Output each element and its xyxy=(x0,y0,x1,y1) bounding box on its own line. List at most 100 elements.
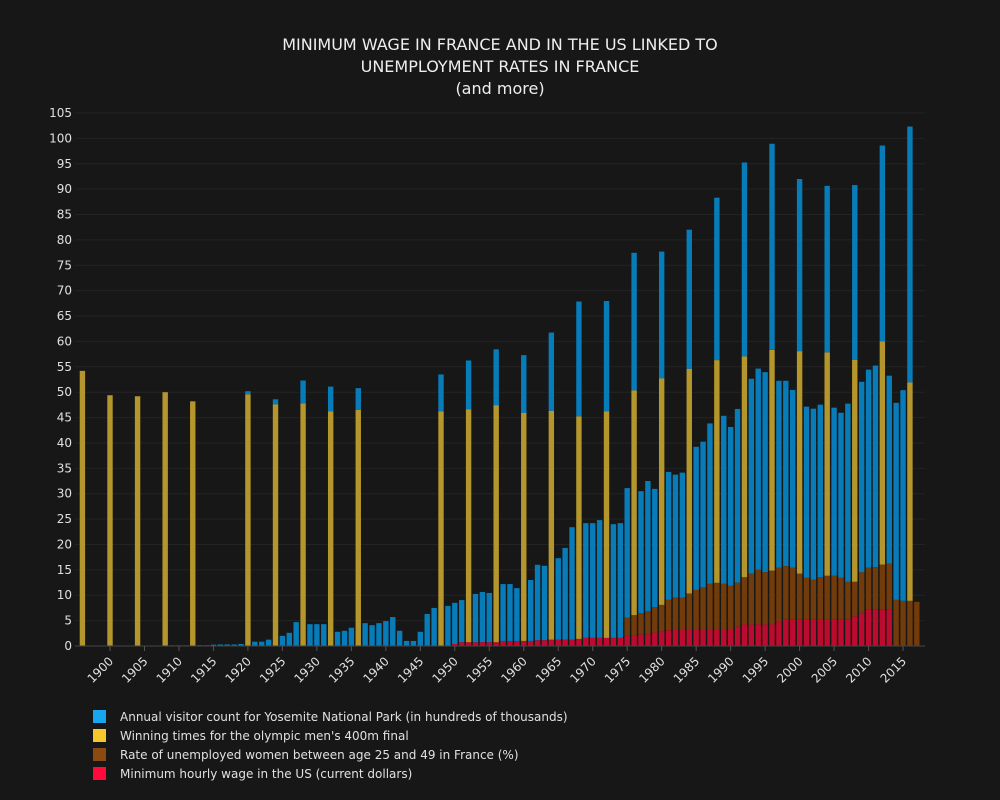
bar-segment-yosemite-1938[interactable] xyxy=(369,625,375,646)
bar-segment-wage-1978[interactable] xyxy=(645,634,651,646)
bar-segment-wage-2010[interactable] xyxy=(865,609,872,646)
bar-segment-unemployment-2016[interactable] xyxy=(907,600,913,646)
bar-segment-wage-1951[interactable] xyxy=(458,642,465,646)
bar-segment-yosemite-1919[interactable] xyxy=(238,643,244,646)
bar-segment-wage-1983[interactable] xyxy=(679,628,686,646)
bar-segment-yosemite-2014[interactable] xyxy=(893,402,899,600)
bar-segment-unemployment-2006[interactable] xyxy=(838,577,844,620)
bar-segment-yosemite-1953[interactable] xyxy=(472,593,479,643)
bar-segment-unemployment-2015[interactable] xyxy=(900,600,906,646)
bar-segment-wage-1968[interactable] xyxy=(576,638,582,646)
bar-segment-yosemite-1921[interactable] xyxy=(252,641,258,646)
bar-segment-yosemite-2015[interactable] xyxy=(900,390,906,601)
bar-segment-unemployment-1997[interactable] xyxy=(776,567,782,622)
bar-segment-yosemite-1988[interactable] xyxy=(714,197,720,361)
bar-segment-wage-1984[interactable] xyxy=(686,628,692,646)
bar-segment-wage-1952[interactable] xyxy=(465,642,472,646)
bar-segment-olympic-1948[interactable] xyxy=(438,411,444,646)
bar-segment-yosemite-1933[interactable] xyxy=(334,631,341,646)
bar-segment-yosemite-1986[interactable] xyxy=(700,441,706,588)
bar-segment-yosemite-1956[interactable] xyxy=(493,349,499,406)
bar-segment-wage-2001[interactable] xyxy=(803,619,810,646)
bar-segment-yosemite-1943[interactable] xyxy=(403,640,410,646)
bar-segment-yosemite-1972[interactable] xyxy=(603,301,610,412)
bar-segment-olympic-1996[interactable] xyxy=(769,349,775,571)
bar-segment-unemployment-1984[interactable] xyxy=(686,593,692,629)
bar-segment-yosemite-1958[interactable] xyxy=(507,584,513,641)
bar-segment-unemployment-2017[interactable] xyxy=(914,601,920,646)
bar-segment-olympic-1936[interactable] xyxy=(355,409,361,646)
bar-segment-olympic-2000[interactable] xyxy=(796,351,803,574)
bar-segment-yosemite-1939[interactable] xyxy=(376,623,382,646)
bar-segment-unemployment-2008[interactable] xyxy=(852,581,858,617)
bar-segment-wage-2005[interactable] xyxy=(831,619,837,646)
bar-segment-wage-1970[interactable] xyxy=(590,637,596,646)
bar-segment-yosemite-1959[interactable] xyxy=(514,588,520,641)
bar-segment-unemployment-1977[interactable] xyxy=(638,613,644,635)
bar-segment-yosemite-1962[interactable] xyxy=(534,564,541,641)
bar-segment-unemployment-1978[interactable] xyxy=(645,610,651,635)
bar-segment-wage-1955[interactable] xyxy=(486,642,492,646)
bar-segment-wage-1989[interactable] xyxy=(721,628,727,646)
bar-segment-yosemite-1941[interactable] xyxy=(390,617,396,646)
bar-segment-yosemite-2013[interactable] xyxy=(886,375,892,564)
bar-segment-unemployment-1995[interactable] xyxy=(762,572,768,625)
bar-segment-wage-1993[interactable] xyxy=(748,624,755,646)
legend-item-yosemite[interactable]: Annual visitor count for Yosemite Nation… xyxy=(93,707,568,726)
bar-segment-unemployment-2009[interactable] xyxy=(858,572,865,613)
bar-segment-yosemite-1979[interactable] xyxy=(652,488,658,608)
bar-segment-yosemite-1957[interactable] xyxy=(500,584,506,641)
bar-segment-wage-1966[interactable] xyxy=(562,639,568,646)
bar-segment-wage-2004[interactable] xyxy=(824,619,830,646)
bar-segment-yosemite-1922[interactable] xyxy=(259,641,265,646)
bar-segment-unemployment-2002[interactable] xyxy=(810,579,817,620)
bar-segment-unemployment-1979[interactable] xyxy=(652,607,658,633)
bar-segment-unemployment-2007[interactable] xyxy=(845,581,851,620)
bar-segment-olympic-1972[interactable] xyxy=(603,411,610,638)
bar-segment-yosemite-2001[interactable] xyxy=(803,406,810,578)
bar-segment-yosemite-1954[interactable] xyxy=(479,591,486,643)
bar-segment-yosemite-1984[interactable] xyxy=(686,229,692,369)
bar-segment-unemployment-2014[interactable] xyxy=(893,599,899,646)
bar-segment-wage-1982[interactable] xyxy=(672,628,679,646)
bar-segment-unemployment-2005[interactable] xyxy=(831,575,837,620)
bar-segment-unemployment-1980[interactable] xyxy=(658,604,665,632)
bar-segment-yosemite-1983[interactable] xyxy=(679,472,686,598)
bar-segment-unemployment-2004[interactable] xyxy=(824,575,830,620)
bar-segment-olympic-1988[interactable] xyxy=(714,360,720,583)
bar-segment-olympic-1980[interactable] xyxy=(658,378,665,605)
bar-segment-olympic-1968[interactable] xyxy=(576,416,582,639)
bar-segment-olympic-1920[interactable] xyxy=(245,394,251,646)
legend-item-olympic[interactable]: Winning times for the olympic men's 400m… xyxy=(93,726,568,745)
bar-segment-unemployment-1990[interactable] xyxy=(727,585,734,629)
bar-segment-olympic-1900[interactable] xyxy=(107,395,113,646)
bar-segment-yosemite-1930[interactable] xyxy=(314,624,320,646)
bar-segment-yosemite-1942[interactable] xyxy=(396,630,403,646)
bar-segment-yosemite-1936[interactable] xyxy=(355,388,361,410)
bar-segment-yosemite-1924[interactable] xyxy=(272,399,279,405)
bar-segment-unemployment-1983[interactable] xyxy=(679,597,686,629)
bar-segment-wage-2006[interactable] xyxy=(838,619,844,646)
bar-segment-unemployment-1981[interactable] xyxy=(665,599,672,631)
bar-segment-olympic-1964[interactable] xyxy=(548,410,555,640)
bar-segment-yosemite-1952[interactable] xyxy=(465,360,472,410)
bar-segment-wage-2012[interactable] xyxy=(879,609,886,646)
bar-segment-yosemite-1977[interactable] xyxy=(638,491,644,614)
bar-segment-wage-1994[interactable] xyxy=(755,624,761,646)
bar-segment-yosemite-1989[interactable] xyxy=(721,415,727,584)
bar-segment-yosemite-1915[interactable] xyxy=(210,644,217,646)
bar-segment-wage-2003[interactable] xyxy=(817,619,823,646)
bar-segment-yosemite-2000[interactable] xyxy=(796,179,803,352)
bar-segment-wage-1987[interactable] xyxy=(707,628,713,646)
bar-segment-wage-1976[interactable] xyxy=(631,635,637,646)
bar-segment-olympic-1992[interactable] xyxy=(741,356,748,578)
bar-segment-olympic-1984[interactable] xyxy=(686,368,692,594)
bar-segment-yosemite-1973[interactable] xyxy=(610,524,617,638)
bar-segment-yosemite-2011[interactable] xyxy=(872,365,879,568)
bar-segment-olympic-1912[interactable] xyxy=(190,401,196,646)
bar-segment-unemployment-1982[interactable] xyxy=(672,597,679,629)
bar-segment-unemployment-1985[interactable] xyxy=(693,589,699,629)
bar-segment-wage-1997[interactable] xyxy=(776,621,782,646)
bar-segment-yosemite-1978[interactable] xyxy=(645,481,651,611)
bar-segment-yosemite-1944[interactable] xyxy=(410,640,417,646)
